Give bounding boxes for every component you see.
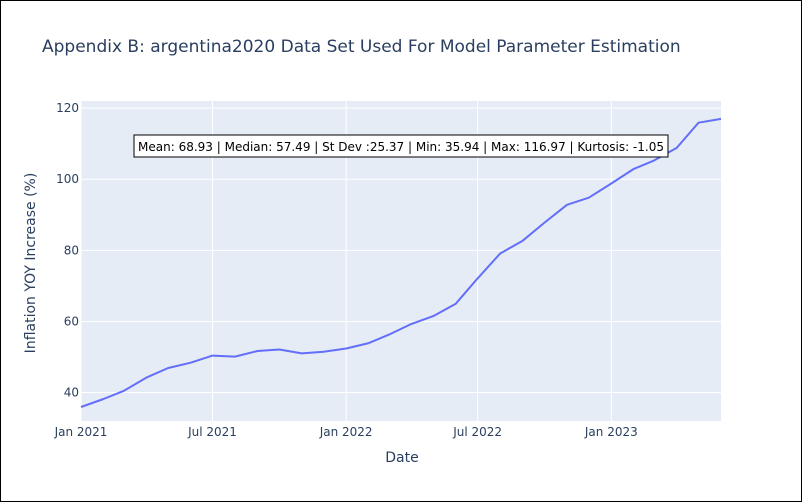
stats-annotation: Mean: 68.93 | Median: 57.49 | St Dev :25… — [133, 134, 669, 158]
x-axis-ticks: Jan 2021 Jul 2021 Jan 2022 Jul 2022 Jan 2023 — [54, 425, 638, 439]
chart-title: Appendix B: argentina2020 Data Set Used … — [42, 37, 681, 57]
x-tick-label: Jul 2022 — [452, 425, 502, 439]
annotation-text: Mean: 68.93 | Median: 57.49 | St Dev :25… — [138, 140, 664, 154]
y-tick-label: 80 — [64, 243, 79, 257]
x-tick-label: Jul 2021 — [187, 425, 237, 439]
y-tick-label: 120 — [56, 101, 79, 115]
y-tick-label: 60 — [64, 314, 79, 328]
annotation-box — [133, 134, 669, 158]
series-layer — [80, 117, 722, 408]
x-tick-label: Jan 2023 — [584, 425, 638, 439]
y-axis-title: Inflation YOY Increase (%) — [23, 173, 39, 354]
y-tick-label: 100 — [56, 172, 79, 186]
y-axis-ticks: 40 60 80 100 120 — [56, 101, 79, 399]
x-tick-label: Jan 2021 — [54, 425, 108, 439]
series-line — [80, 117, 722, 408]
x-axis-title: Date — [385, 450, 418, 466]
y-tick-label: 40 — [64, 386, 79, 400]
x-tick-label: Jan 2022 — [319, 425, 373, 439]
